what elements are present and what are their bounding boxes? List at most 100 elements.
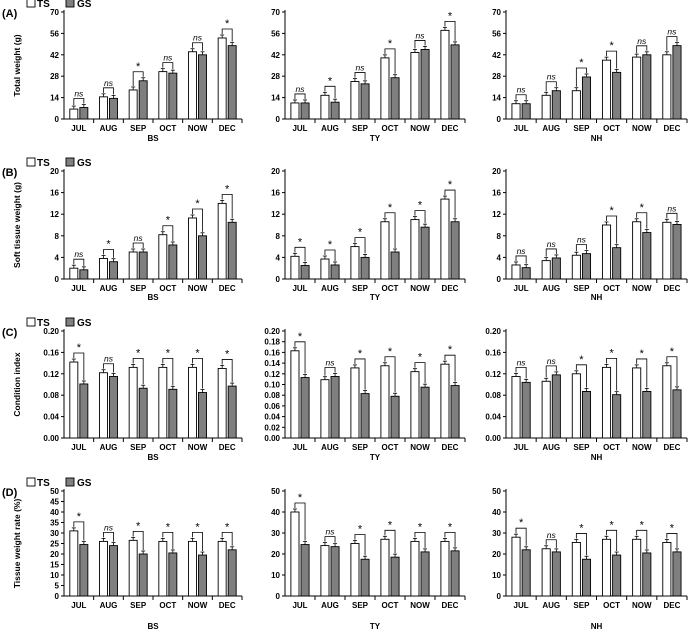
panel-label: (A)	[2, 8, 18, 20]
significance-bracket	[324, 249, 336, 261]
site-label: NH	[591, 622, 603, 631]
bar-ts-jul	[290, 102, 300, 120]
bar-gs-oct	[612, 247, 622, 280]
x-tick-label-sep: SEP	[573, 284, 590, 293]
site-label: TY	[370, 453, 381, 462]
x-tick-label-oct: OCT	[382, 601, 399, 610]
significance-label: *	[136, 61, 141, 73]
bar-ts-jul	[511, 376, 521, 439]
significance-label: ns	[163, 53, 173, 63]
x-tick-label-sep: SEP	[352, 124, 369, 133]
significance-label: *	[579, 522, 584, 534]
panel-label: (D)	[2, 487, 18, 499]
y-tick-label: 0.12	[264, 370, 280, 379]
y-tick-label: 56	[492, 29, 501, 38]
bar-ts-sep	[571, 90, 581, 120]
chart-panel-2-ty: 0 4 8 12 16 20 * JUL * AUG * SEP * OCT * NOW * DEC TY	[271, 167, 466, 302]
significance-bracket	[73, 98, 85, 106]
x-tick-label-sep: SEP	[130, 124, 147, 133]
bar-ts-sep	[128, 251, 138, 280]
bar-gs-dec	[672, 224, 682, 280]
x-tick-label-oct: OCT	[159, 601, 176, 610]
significance-label: ns	[193, 33, 203, 43]
significance-label: *	[166, 215, 171, 227]
chart-panel-1-ty: 0 14 28 42 56 70 ns JUL * AUG ns SEP * OCT ns NOW * DEC TY	[271, 8, 466, 143]
y-tick-label: 20	[50, 550, 59, 559]
significance-label: *	[328, 239, 333, 251]
bar-gs-aug	[330, 264, 340, 280]
bar-gs-jul	[300, 102, 310, 120]
legend-label-gs: GS	[77, 478, 92, 489]
significance-label: ns	[547, 72, 557, 82]
bar-gs-oct	[168, 552, 178, 597]
legend-swatch-ts	[26, 317, 36, 327]
significance-label: *	[388, 519, 393, 531]
significance-label: ns	[637, 36, 647, 46]
bar-gs-sep	[360, 558, 370, 597]
bar-ts-now	[188, 366, 197, 439]
y-tick-label: 0.08	[43, 391, 59, 400]
bar-gs-now	[198, 54, 207, 120]
significance-bracket	[666, 36, 678, 51]
x-tick-label-aug: AUG	[100, 601, 118, 610]
y-tick-label: 70	[271, 8, 280, 17]
y-tick-label: 15	[50, 561, 59, 570]
significance-bracket	[73, 352, 85, 380]
legend: TS GS	[26, 157, 92, 169]
x-tick-label-dec: DEC	[219, 124, 236, 133]
significance-bracket	[132, 357, 144, 385]
x-tick-label-now: NOW	[410, 124, 430, 133]
bar-gs-oct	[168, 244, 178, 280]
y-tick-label: 30	[492, 529, 501, 538]
bar-gs-oct	[612, 71, 622, 120]
significance-bracket	[103, 87, 114, 95]
x-tick-label-now: NOW	[410, 601, 430, 610]
x-tick-label-oct: OCT	[382, 124, 399, 133]
significance-bracket	[384, 529, 396, 554]
y-tick-label: 42	[50, 51, 59, 60]
bar-ts-dec	[217, 540, 227, 597]
y-tick-label: 20	[492, 167, 501, 176]
x-tick-label-oct: OCT	[603, 124, 620, 133]
y-tick-label: 10	[492, 571, 501, 580]
y-tick-label: 50	[271, 487, 280, 496]
bar-gs-sep	[581, 76, 592, 120]
y-tick-label: 20	[50, 167, 59, 176]
bar-gs-dec	[450, 221, 460, 280]
significance-bracket	[192, 357, 203, 389]
x-tick-label-dec: DEC	[442, 284, 459, 293]
x-tick-label-dec: DEC	[663, 443, 680, 452]
x-tick-label-aug: AUG	[542, 124, 560, 133]
bar-ts-aug	[541, 260, 551, 280]
x-tick-label-jul: JUL	[71, 601, 86, 610]
significance-label: *	[579, 57, 584, 69]
significance-label: *	[640, 202, 645, 214]
y-tick-label: 0.04	[43, 413, 59, 422]
x-tick-label-now: NOW	[632, 601, 652, 610]
x-tick-label-jul: JUL	[514, 443, 529, 452]
significance-bracket	[636, 212, 648, 229]
significance-bracket	[575, 244, 587, 252]
bar-ts-dec	[440, 363, 450, 439]
significance-label: *	[519, 517, 524, 529]
chart-panel-2-nh: 0 4 8 12 16 20 ns JUL ns AUG ns SEP * OCT * NOW ns DEC NH	[492, 167, 688, 302]
y-tick-label: 0.14	[264, 359, 280, 368]
y-tick-label: 0.18	[264, 338, 280, 347]
y-tick-label: 0	[55, 592, 60, 601]
y-tick-label: 16	[50, 189, 59, 198]
significance-bracket	[384, 212, 396, 248]
bar-ts-jul	[69, 267, 79, 280]
significance-label: ns	[326, 527, 336, 537]
bar-ts-oct	[380, 538, 390, 597]
significance-label: *	[195, 198, 200, 210]
significance-bracket	[606, 529, 618, 552]
significance-label: *	[448, 344, 453, 356]
legend: TS GS	[26, 477, 92, 489]
legend: TS GS	[26, 0, 92, 10]
y-axis-title: Tissue weight rate (%)	[12, 499, 22, 589]
significance-bracket	[606, 50, 618, 69]
bar-ts-now	[410, 540, 420, 597]
y-tick-label: 12	[271, 210, 280, 219]
bar-ts-sep	[128, 539, 138, 597]
